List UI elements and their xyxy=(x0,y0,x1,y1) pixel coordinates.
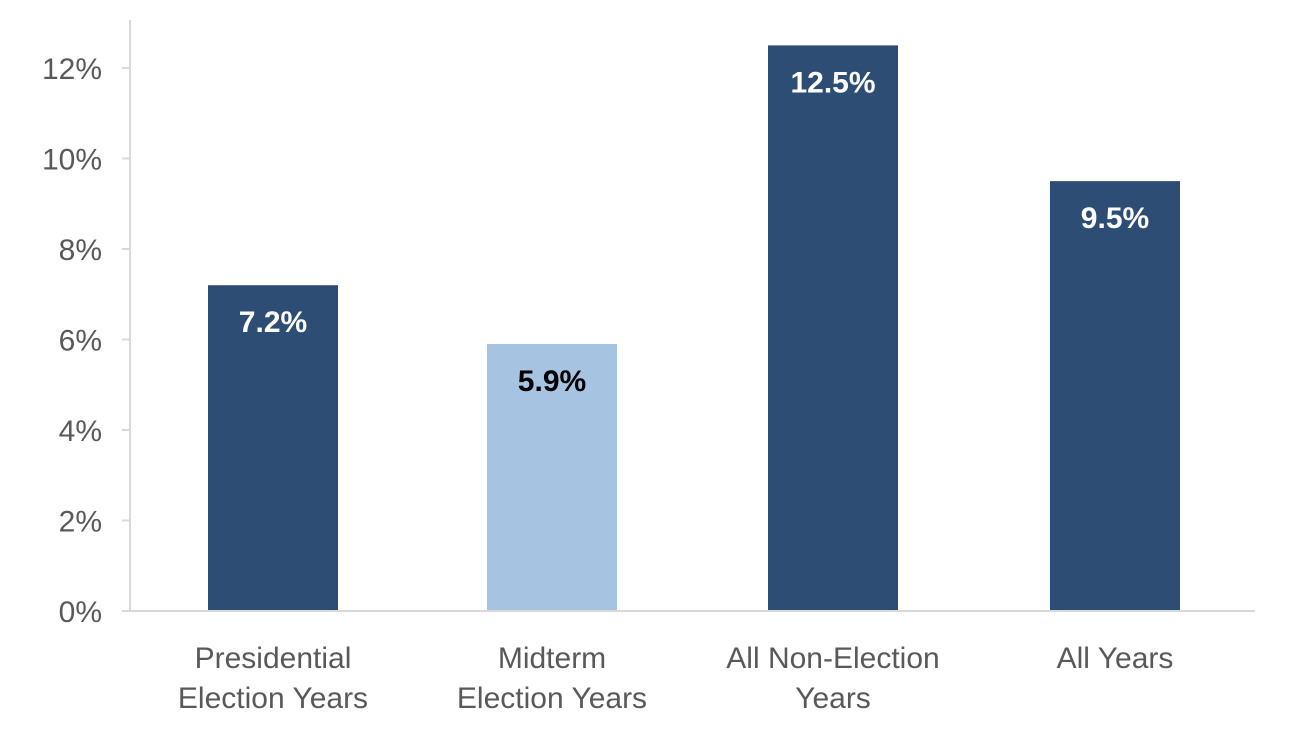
category-label: Presidential Election Years xyxy=(178,642,368,715)
data-label: 5.9% xyxy=(518,365,586,398)
data-label: 7.2% xyxy=(239,306,307,339)
category-label-line: All Years xyxy=(1057,642,1174,675)
y-tick-label: 12% xyxy=(42,53,102,86)
y-tick-label: 10% xyxy=(42,144,102,177)
bar xyxy=(768,45,898,611)
category-label-line: Presidential xyxy=(195,642,352,675)
y-tick-label: 0% xyxy=(59,596,102,629)
data-label: 9.5% xyxy=(1081,202,1149,235)
category-label: Midterm Election Years xyxy=(457,642,647,715)
data-label: 12.5% xyxy=(790,66,875,99)
y-axis: 0% 2% 4% 6% 8% 10% 12% xyxy=(42,20,131,629)
category-label-line: Election Years xyxy=(457,682,647,715)
y-tick-label: 2% xyxy=(59,506,102,539)
x-axis: Presidential Election Years Midterm Electio… xyxy=(130,610,1255,715)
bar xyxy=(1050,181,1180,611)
category-label-line: Election Years xyxy=(178,682,368,715)
category-label-line: Years xyxy=(795,682,871,715)
category-label: All Non-Election Years xyxy=(726,642,939,715)
bars: 7.2% 5.9% 12.5% 9.5% xyxy=(208,45,1180,611)
category-label-line: Midterm xyxy=(498,642,606,675)
y-tick-label: 8% xyxy=(59,234,102,267)
category-label-line: All Non-Election xyxy=(726,642,939,675)
bar xyxy=(208,285,338,611)
bar xyxy=(487,344,617,611)
y-tick-label: 4% xyxy=(59,415,102,448)
y-tick-label: 6% xyxy=(59,325,102,358)
category-label: All Years xyxy=(1057,642,1174,675)
